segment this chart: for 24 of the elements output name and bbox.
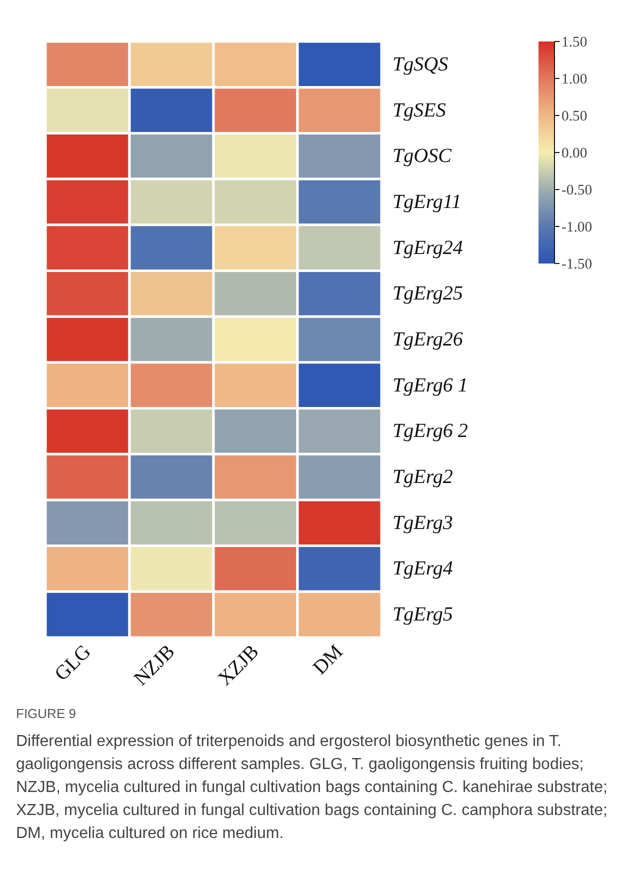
y-tick-label: TgErg26 — [392, 328, 463, 350]
y-tick-label: TgErg5 — [392, 604, 453, 626]
color-bar-label: -0.50 — [562, 182, 592, 198]
y-tick-label: TgErg6 1 — [392, 374, 468, 396]
color-bar-label: 0.00 — [562, 146, 588, 162]
color-bar-label: 1.50 — [562, 34, 588, 50]
color-bar-label: -1.50 — [562, 256, 592, 272]
y-tick-label: TgOSC — [392, 145, 452, 168]
caption: FIGURE 9 — [16, 705, 77, 723]
y-tick-label: TgErg24 — [392, 236, 463, 259]
y-tick-label: TgErg6 2 — [392, 420, 468, 442]
color-bar-label: 1.00 — [562, 72, 588, 88]
text: Differential expression of triterpenoids and ergosterol biosynthetic genes in T. gaoligongensis across different samples. GLG, T. gaoligongensis fruiting bodies; NZJB, mycelia cultured in fungal cultivation bags containing C. kanehirae substrate; XZJB, mycelia cultured in fungal cultivation bags containing C. camphora substrate; DM, mycelia cultured on rice medium. — [16, 732, 608, 844]
y-tick-label: TgErg3 — [392, 512, 453, 534]
y-tick-label: TgErg11 — [392, 190, 462, 213]
y-tick-label: TgSES — [392, 99, 446, 122]
x-tick-label: GLG — [50, 640, 96, 686]
y-tick-label: TgSQS — [392, 53, 448, 76]
y-tick-label: TgErg25 — [392, 282, 463, 305]
color-bar-label: 0.50 — [562, 108, 588, 124]
y-tick-label: TgErg2 — [392, 466, 453, 488]
y-tick-label: TgErg4 — [392, 558, 453, 580]
x-tick-label: DM — [308, 640, 348, 680]
color-bar-label: -1.00 — [562, 220, 592, 236]
